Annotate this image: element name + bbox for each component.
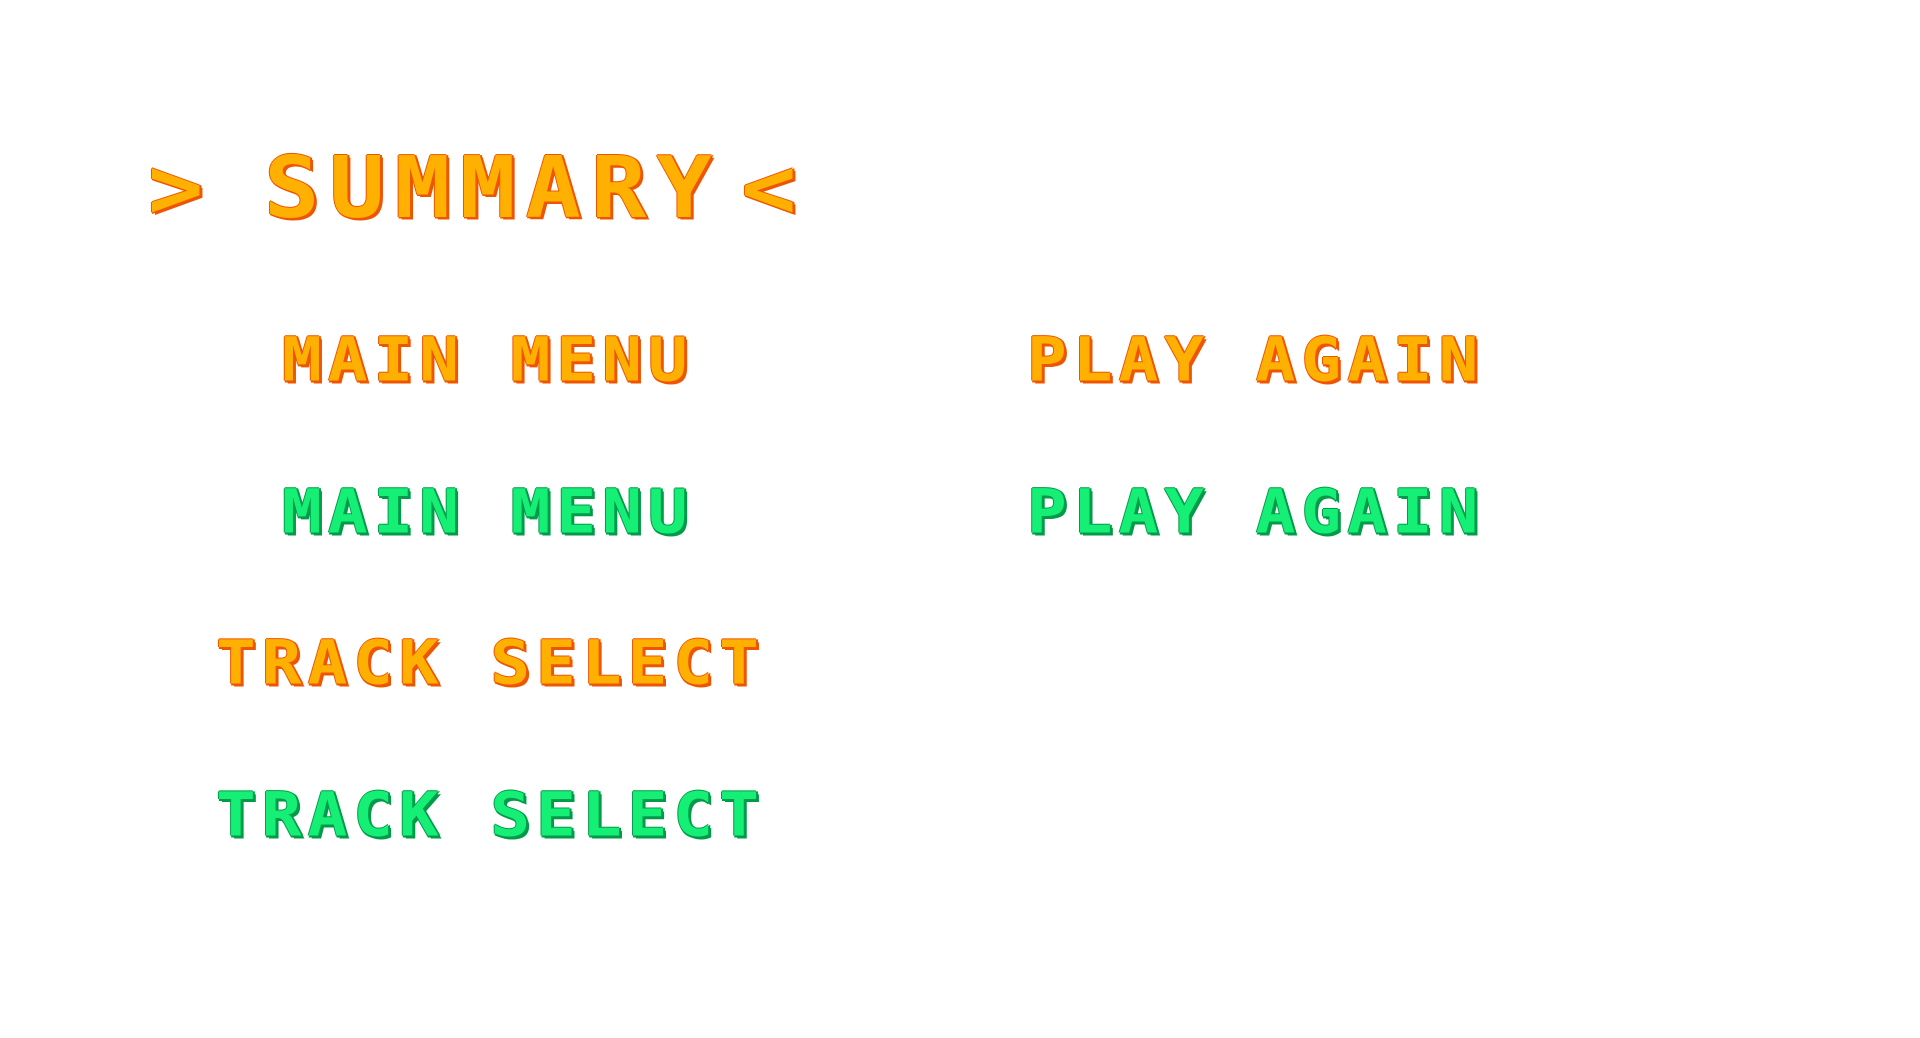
play-again-button[interactable]: PLAY AGAIN (1027, 324, 1485, 396)
play-again-button-highlighted[interactable]: PLAY AGAIN (1027, 476, 1485, 548)
summary-title: SUMMARY (264, 138, 722, 238)
main-menu-button-highlighted[interactable]: MAIN MENU (282, 476, 694, 548)
track-select-button[interactable]: TRACK SELECT (216, 627, 765, 699)
summary-left-marker: > (148, 138, 214, 238)
summary-right-marker: < (741, 138, 807, 238)
track-select-button-highlighted[interactable]: TRACK SELECT (216, 779, 765, 851)
main-menu-button[interactable]: MAIN MENU (282, 324, 694, 396)
